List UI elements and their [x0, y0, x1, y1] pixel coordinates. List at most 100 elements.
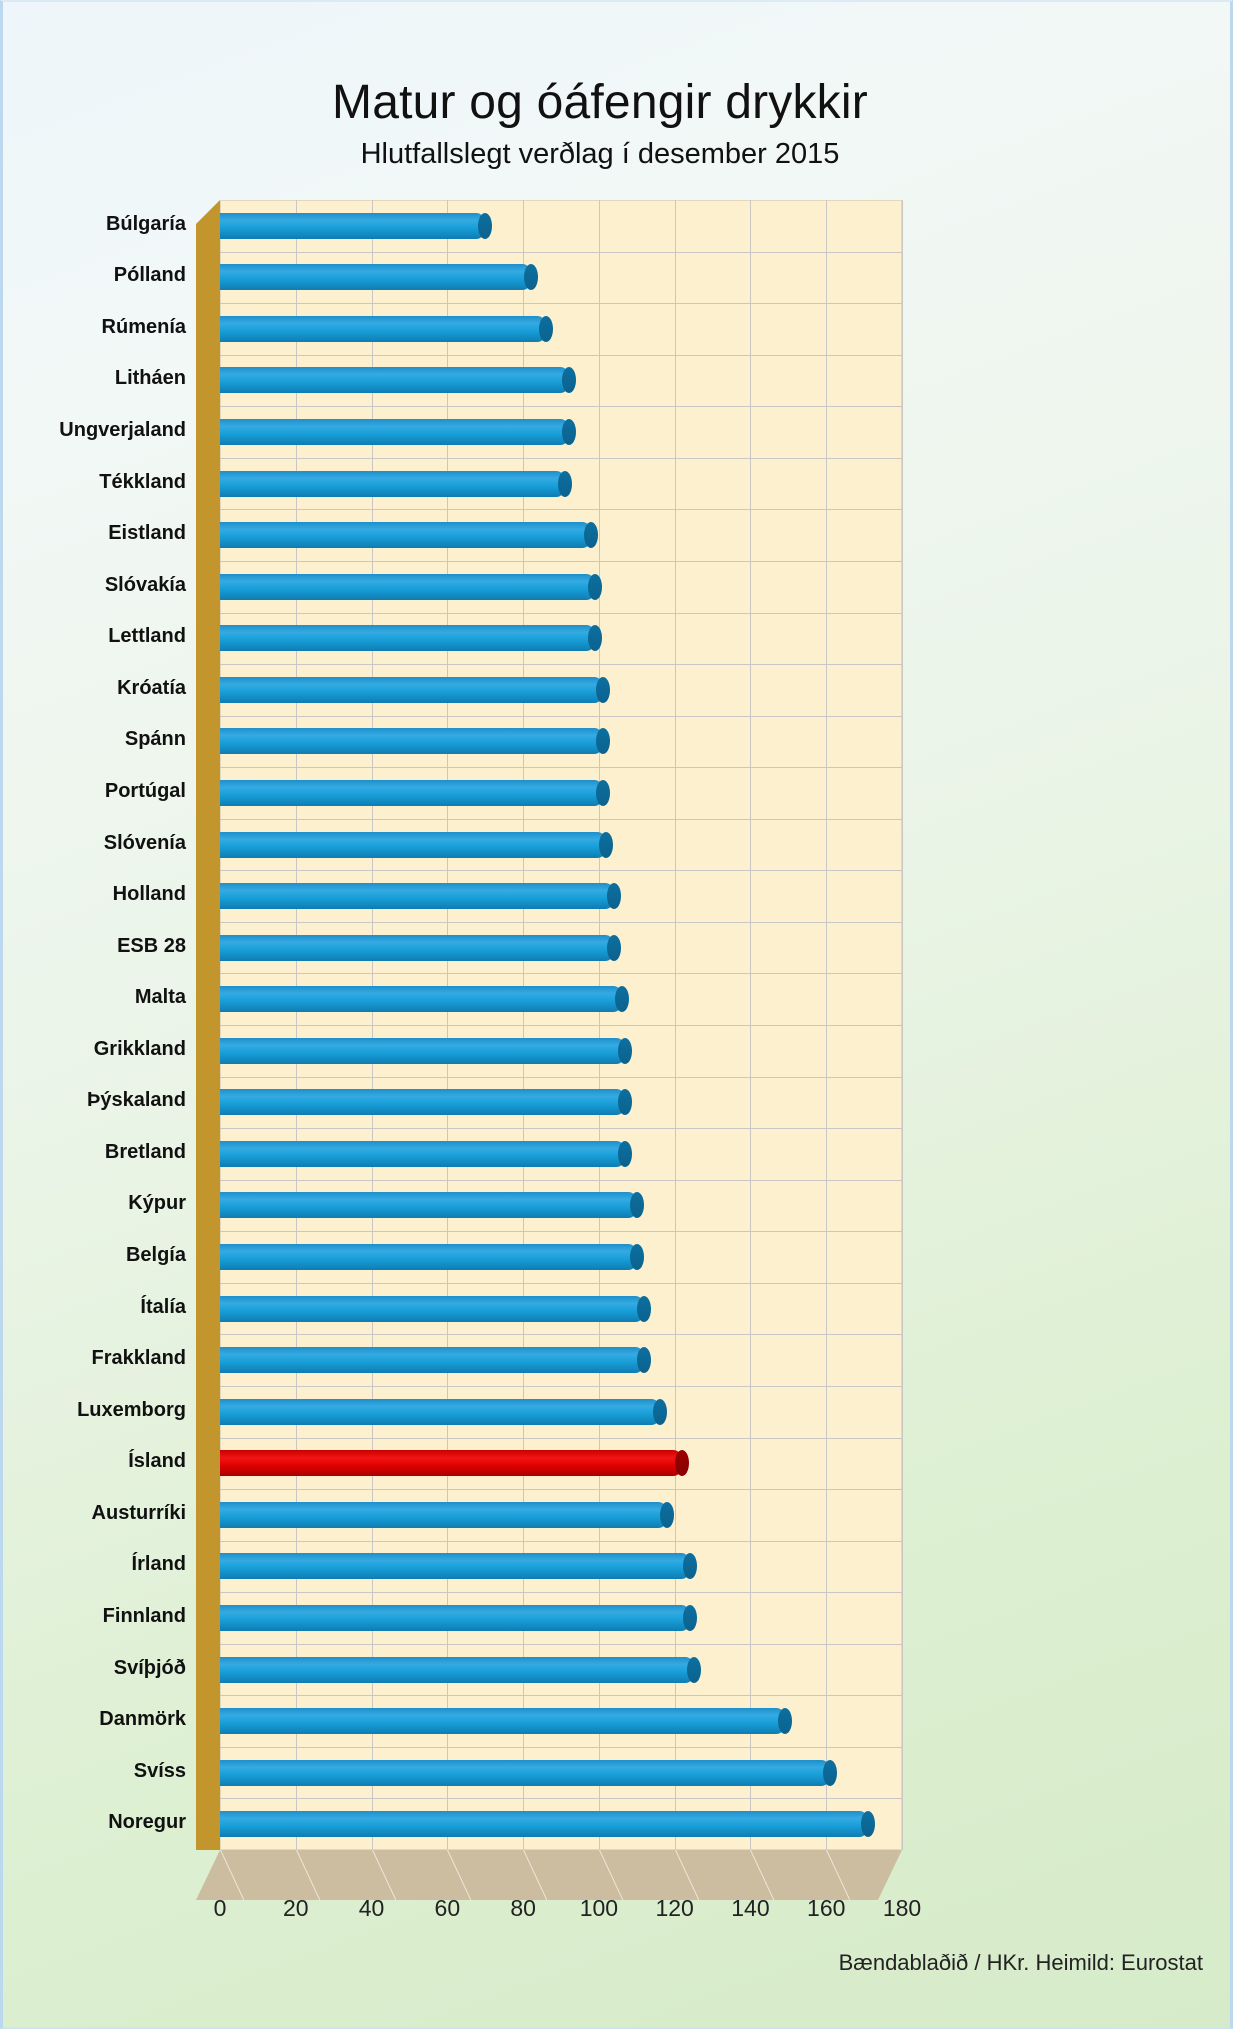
- bar-row[interactable]: [220, 625, 902, 652]
- bar-noregur[interactable]: [220, 1811, 875, 1838]
- bar-row[interactable]: [220, 676, 902, 703]
- bar-portúgal[interactable]: [220, 779, 610, 806]
- bar-row[interactable]: [220, 1398, 902, 1425]
- bar-row[interactable]: [220, 522, 902, 549]
- bar-finnland[interactable]: [220, 1604, 697, 1631]
- bar-svíss[interactable]: [220, 1759, 837, 1786]
- bar-row[interactable]: [220, 1708, 902, 1735]
- category-label: Austurríki: [91, 1501, 186, 1524]
- bar-esb-28[interactable]: [220, 934, 622, 961]
- bar-row[interactable]: [220, 1604, 902, 1631]
- gridline-horizontal: [220, 1746, 902, 1748]
- gridline-horizontal: [220, 560, 902, 562]
- category-label: Búlgaría: [105, 212, 186, 235]
- bar-austurríki[interactable]: [220, 1501, 675, 1528]
- bar-body: [220, 676, 603, 703]
- category-label: Kýpur: [128, 1192, 186, 1215]
- bar-eistland[interactable]: [220, 522, 599, 549]
- bar-tékkland[interactable]: [220, 470, 572, 497]
- bar-row[interactable]: [220, 934, 902, 961]
- bar-króatía[interactable]: [220, 676, 610, 703]
- bar-row[interactable]: [220, 1656, 902, 1683]
- bar-end-cap: [823, 1759, 837, 1786]
- bar-ungverjaland[interactable]: [220, 419, 576, 446]
- bar-row[interactable]: [220, 419, 902, 446]
- value-axis-labels: 0 20 40 60 80 100 120 140 160 180: [196, 1895, 956, 1935]
- bar-row[interactable]: [220, 1037, 902, 1064]
- bar-row[interactable]: [220, 883, 902, 910]
- gridline-horizontal: [220, 767, 902, 769]
- bar-row[interactable]: [220, 779, 902, 806]
- bar-row[interactable]: [220, 986, 902, 1013]
- bar-row[interactable]: [220, 1759, 902, 1786]
- bar-slóvakía[interactable]: [220, 573, 603, 600]
- gridline-horizontal: [220, 818, 902, 820]
- bar-danmörk[interactable]: [220, 1708, 792, 1735]
- bar-row[interactable]: [220, 1811, 902, 1838]
- bar-kýpur[interactable]: [220, 1192, 644, 1219]
- bar-row[interactable]: [220, 1192, 902, 1219]
- bar-holland[interactable]: [220, 883, 622, 910]
- bar-þýskaland[interactable]: [220, 1089, 633, 1116]
- bar-luxemborg[interactable]: [220, 1398, 667, 1425]
- category-label: Ísland: [128, 1450, 186, 1473]
- category-label: Frakkland: [91, 1347, 186, 1370]
- bar-pólland[interactable]: [220, 264, 538, 291]
- bar-body: [220, 1398, 660, 1425]
- bar-row[interactable]: [220, 1450, 902, 1477]
- bar-row[interactable]: [220, 1501, 902, 1528]
- bar-row[interactable]: [220, 1295, 902, 1322]
- category-label: Ítalía: [140, 1295, 186, 1318]
- bar-body: [220, 883, 615, 910]
- category-label: Írland: [131, 1553, 186, 1576]
- bar-row[interactable]: [220, 1140, 902, 1167]
- bar-row[interactable]: [220, 1244, 902, 1271]
- bar-svíþjóð[interactable]: [220, 1656, 701, 1683]
- bar-row[interactable]: [220, 367, 902, 394]
- bar-frakkland[interactable]: [220, 1347, 652, 1374]
- bar-bretland[interactable]: [220, 1140, 633, 1167]
- bar-slóvenía[interactable]: [220, 831, 614, 858]
- bar-end-cap: [637, 1347, 652, 1374]
- bar-body: [220, 212, 486, 239]
- bar-end-cap: [599, 831, 614, 858]
- bar-end-cap: [682, 1553, 697, 1580]
- bar-row[interactable]: [220, 315, 902, 342]
- gridline-horizontal: [220, 973, 902, 975]
- bar-row[interactable]: [220, 1553, 902, 1580]
- bar-row[interactable]: [220, 728, 902, 755]
- bar-row[interactable]: [220, 831, 902, 858]
- bar-lettland[interactable]: [220, 625, 603, 652]
- category-label: Finnland: [102, 1604, 186, 1627]
- bar-ítalía[interactable]: [220, 1295, 652, 1322]
- bar-row[interactable]: [220, 264, 902, 291]
- bar-end-cap: [478, 212, 493, 239]
- bar-row[interactable]: [220, 1089, 902, 1116]
- value-tick-label: 0: [213, 1895, 227, 1921]
- bar-rúmenía[interactable]: [220, 315, 553, 342]
- bar-spánn[interactable]: [220, 728, 610, 755]
- bar-írland[interactable]: [220, 1553, 697, 1580]
- bar-body: [220, 1295, 645, 1322]
- bar-body: [220, 934, 615, 961]
- bar-body: [220, 522, 592, 549]
- bar-grikkland[interactable]: [220, 1037, 633, 1064]
- bar-malta[interactable]: [220, 986, 629, 1013]
- bar-row[interactable]: [220, 470, 902, 497]
- bar-litháen[interactable]: [220, 367, 576, 394]
- bar-body: [220, 1708, 785, 1735]
- bar-end-cap: [675, 1450, 690, 1477]
- gridline-horizontal: [220, 1489, 902, 1491]
- bar-búlgaría[interactable]: [220, 212, 493, 239]
- bar-belgía[interactable]: [220, 1244, 644, 1271]
- chart-plot-area: [196, 200, 902, 1900]
- bar-end-cap: [557, 470, 572, 497]
- category-label: ESB 28: [117, 934, 186, 957]
- bar-row[interactable]: [220, 212, 902, 239]
- bar-row[interactable]: [220, 1347, 902, 1374]
- bar-body: [220, 264, 531, 291]
- bar-ísland[interactable]: [220, 1450, 690, 1477]
- bar-row[interactable]: [220, 573, 902, 600]
- gridline-horizontal: [220, 1334, 902, 1336]
- gridline-horizontal: [220, 303, 902, 305]
